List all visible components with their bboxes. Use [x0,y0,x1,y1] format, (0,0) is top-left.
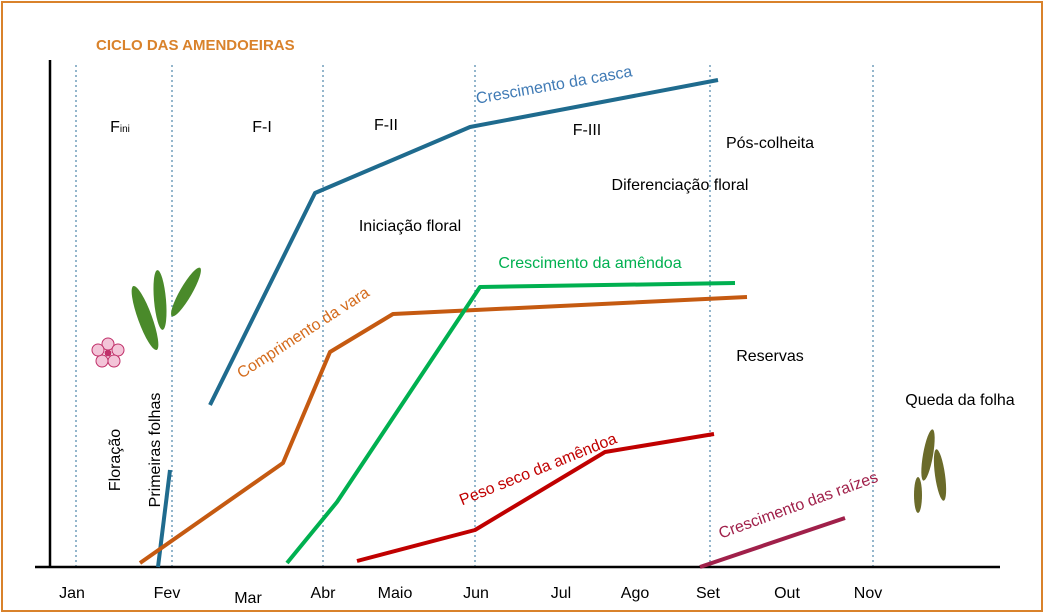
month: Fev [154,585,181,602]
stage: Queda da folha [905,392,1015,409]
month: Maio [378,585,413,602]
stage: Iniciação floral [359,218,461,235]
flower-icon [92,338,124,367]
month: Mar [234,590,262,607]
stage: Pós-colheita [726,135,814,152]
curve-amendoa [287,283,735,563]
title: CICLO DAS AMENDOEIRAS [96,37,295,54]
curve-vara [140,297,747,563]
curve-label: Peso seco da amêndoa [457,430,619,509]
curve-label: Comprimento da vara [234,284,372,382]
stage: Diferenciação floral [612,177,749,194]
phase: F-II [374,117,398,134]
month: Set [696,585,721,602]
falling-leaves-icon [914,429,949,513]
month: Abr [311,585,337,602]
phase: F-III [573,122,601,139]
curve-label: Crescimento das raízes [717,469,881,542]
phase: F-I [252,119,272,136]
month: Jun [463,585,489,602]
curve-peso [357,434,714,561]
month: Jan [59,585,85,602]
month: Ago [621,585,650,602]
month: Out [774,585,800,602]
phase: Fini [110,119,130,136]
stage: Floração [107,429,124,491]
diagram: CICLO DAS AMENDOEIRAS Jan Fev Mar Abr Ma… [0,0,1044,613]
stage: Reservas [736,348,804,365]
month: Nov [854,585,882,602]
phases: Fini F-I F-II F-III [110,117,601,139]
leaves-icon [127,265,205,353]
curve-label: Crescimento da amêndoa [498,255,681,272]
stage: Primeiras folhas [147,393,164,508]
curve-casca [210,80,718,405]
months: Jan Fev Mar Abr Maio Jun Jul Ago Set Out… [59,585,882,607]
month: Jul [551,585,571,602]
